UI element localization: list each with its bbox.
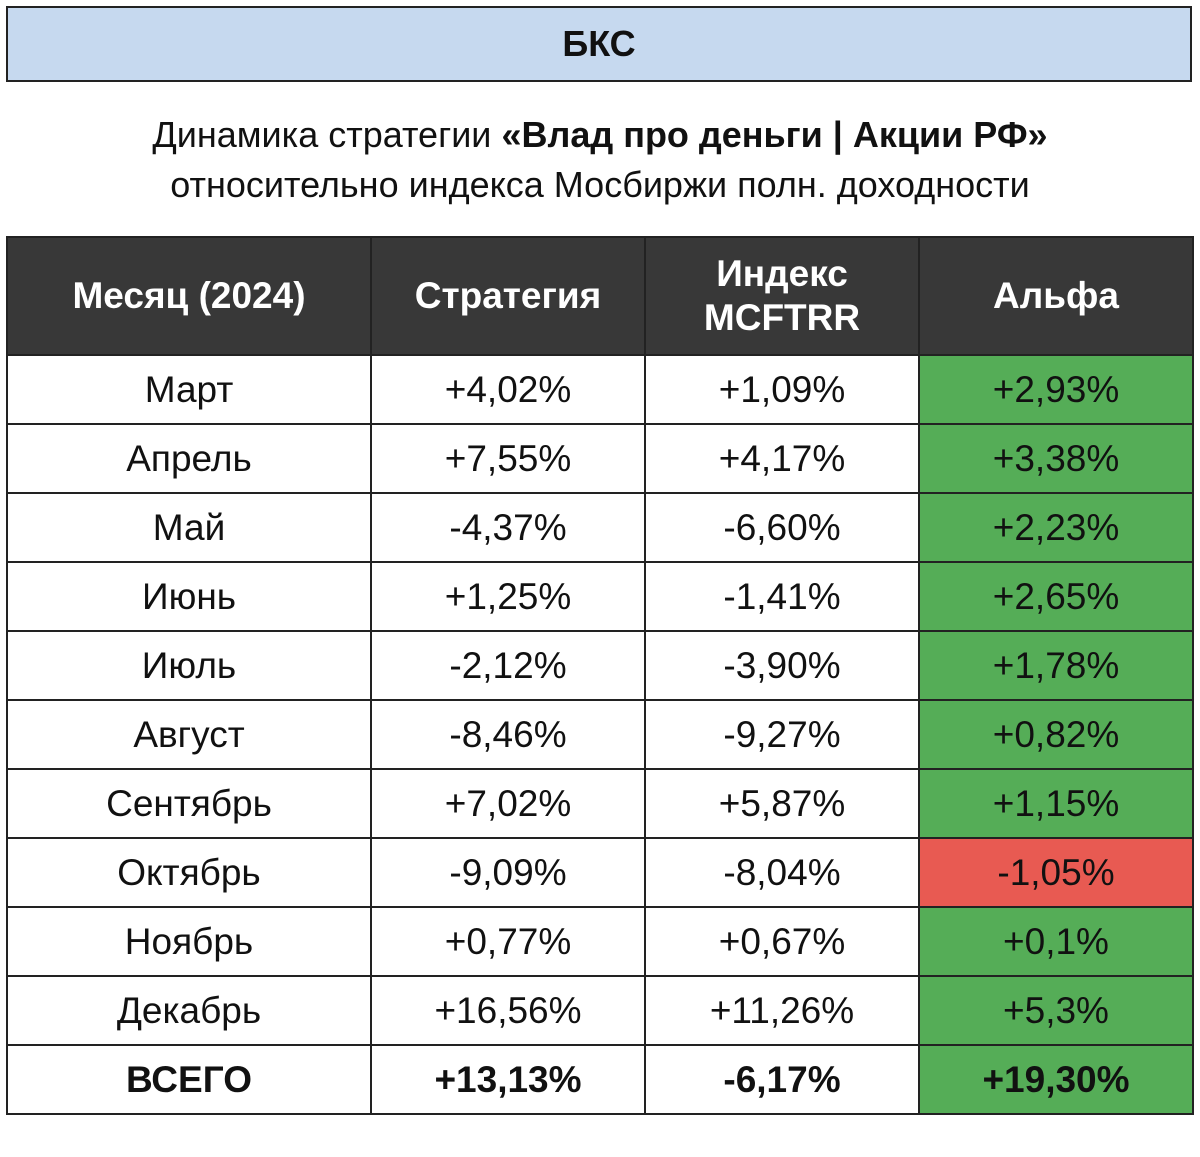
month-cell: Март: [6, 354, 372, 425]
column-header-text: Альфа: [993, 275, 1119, 316]
alpha-cell: -1,05%: [918, 837, 1194, 908]
subtitle-line: Динамика стратегии «Влад про деньги | Ак…: [0, 110, 1200, 160]
alpha-cell: +2,65%: [918, 561, 1194, 632]
alpha-cell: +3,38%: [918, 423, 1194, 494]
data-row: Август -8,46% -9,27% +0,82%: [6, 699, 1194, 770]
value-cell: +0,67%: [644, 906, 920, 977]
alpha-cell: +5,3%: [918, 975, 1194, 1046]
data-row: Май -4,37% -6,60% +2,23%: [6, 492, 1194, 563]
column-header-text: Индекс MCFTRR: [703, 253, 861, 338]
column-header-text: Стратегия: [414, 275, 602, 316]
total-row: ВСЕГО +13,13% -6,17% +19,30%: [6, 1044, 1194, 1115]
data-row: Апрель +7,55% +4,17% +3,38%: [6, 423, 1194, 494]
alpha-cell: +0,82%: [918, 699, 1194, 770]
value-cell: -6,17%: [644, 1044, 920, 1115]
alpha-cell: +1,78%: [918, 630, 1194, 701]
value-cell: +11,26%: [644, 975, 920, 1046]
value-cell: -4,37%: [370, 492, 646, 563]
month-cell: Июль: [6, 630, 372, 701]
value-cell: +16,56%: [370, 975, 646, 1046]
column-header: Альфа: [918, 236, 1194, 356]
value-cell: -6,60%: [644, 492, 920, 563]
month-cell: Апрель: [6, 423, 372, 494]
alpha-cell: +1,15%: [918, 768, 1194, 839]
month-cell: Сентябрь: [6, 768, 372, 839]
alpha-cell: +19,30%: [918, 1044, 1194, 1115]
column-header: Месяц (2024): [6, 236, 372, 356]
value-cell: -1,41%: [644, 561, 920, 632]
alpha-cell: +2,93%: [918, 354, 1194, 425]
subtitle: Динамика стратегии «Влад про деньги | Ак…: [0, 110, 1200, 210]
month-cell: Декабрь: [6, 975, 372, 1046]
month-cell: Октябрь: [6, 837, 372, 908]
value-cell: +7,55%: [370, 423, 646, 494]
banner-title: БКС: [6, 6, 1192, 82]
data-row: Октябрь -9,09% -8,04% -1,05%: [6, 837, 1194, 908]
alpha-cell: +0,1%: [918, 906, 1194, 977]
value-cell: +7,02%: [370, 768, 646, 839]
month-cell: Август: [6, 699, 372, 770]
header-row: Месяц (2024) Стратегия Индекс MCFTRR Альфа: [6, 236, 1194, 356]
subtitle-line: относительно индекса Мосбиржи полн. дохо…: [170, 164, 1030, 205]
data-row: Март +4,02% +1,09% +2,93%: [6, 354, 1194, 425]
column-header: Стратегия: [370, 236, 646, 356]
value-cell: -8,04%: [644, 837, 920, 908]
month-cell: ВСЕГО: [6, 1044, 372, 1115]
value-cell: +4,02%: [370, 354, 646, 425]
value-cell: -8,46%: [370, 699, 646, 770]
subtitle-text: Динамика стратегии: [152, 114, 492, 155]
value-cell: +1,25%: [370, 561, 646, 632]
returns-table: Месяц (2024) Стратегия Индекс MCFTRR Альфа …: [6, 236, 1194, 1115]
data-row: Декабрь +16,56% +11,26% +5,3%: [6, 975, 1194, 1046]
month-cell: Ноябрь: [6, 906, 372, 977]
data-row: Июнь +1,25% -1,41% +2,65%: [6, 561, 1194, 632]
value-cell: +4,17%: [644, 423, 920, 494]
subtitle-strategy: «Влад про деньги | Акции РФ»: [501, 114, 1048, 155]
value-cell: +13,13%: [370, 1044, 646, 1115]
value-cell: +0,77%: [370, 906, 646, 977]
month-cell: Май: [6, 492, 372, 563]
column-header-text: Месяц (2024): [72, 275, 306, 316]
month-cell: Июнь: [6, 561, 372, 632]
value-cell: +1,09%: [644, 354, 920, 425]
data-row: Сентябрь +7,02% +5,87% +1,15%: [6, 768, 1194, 839]
value-cell: -2,12%: [370, 630, 646, 701]
value-cell: -9,09%: [370, 837, 646, 908]
data-row: Июль -2,12% -3,90% +1,78%: [6, 630, 1194, 701]
value-cell: +5,87%: [644, 768, 920, 839]
value-cell: -9,27%: [644, 699, 920, 770]
alpha-cell: +2,23%: [918, 492, 1194, 563]
column-header: Индекс MCFTRR: [644, 236, 920, 356]
data-row: Ноябрь +0,77% +0,67% +0,1%: [6, 906, 1194, 977]
value-cell: -3,90%: [644, 630, 920, 701]
